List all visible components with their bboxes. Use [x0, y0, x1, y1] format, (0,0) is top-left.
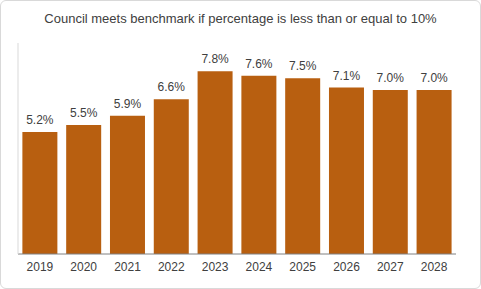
svg-text:7.6%: 7.6%: [245, 57, 273, 71]
svg-text:2019: 2019: [27, 260, 54, 274]
svg-text:5.5%: 5.5%: [70, 106, 98, 120]
svg-text:2028: 2028: [421, 260, 448, 274]
svg-text:2027: 2027: [377, 260, 404, 274]
svg-text:2020: 2020: [70, 260, 97, 274]
html-text:Council meets benchmark if per: Council meets benchmark if percentage is…: [44, 11, 437, 26]
svg-text:6.6%: 6.6%: [158, 80, 186, 94]
svg-text:2025: 2025: [289, 260, 316, 274]
svg-text:5.2%: 5.2%: [26, 113, 54, 127]
svg-text:2022: 2022: [158, 260, 185, 274]
svg-text:7.0%: 7.0%: [420, 71, 448, 85]
svg-text:5.9%: 5.9%: [114, 97, 142, 111]
svg-text:2023: 2023: [202, 260, 229, 274]
svg-text:2026: 2026: [333, 260, 360, 274]
svg-text:2024: 2024: [246, 260, 273, 274]
svg-text:7.5%: 7.5%: [289, 59, 317, 73]
svg-text:7.8%: 7.8%: [201, 52, 229, 66]
svg-text:7.1%: 7.1%: [333, 69, 361, 83]
svg-text:2021: 2021: [114, 260, 141, 274]
svg-text:7.0%: 7.0%: [377, 71, 405, 85]
